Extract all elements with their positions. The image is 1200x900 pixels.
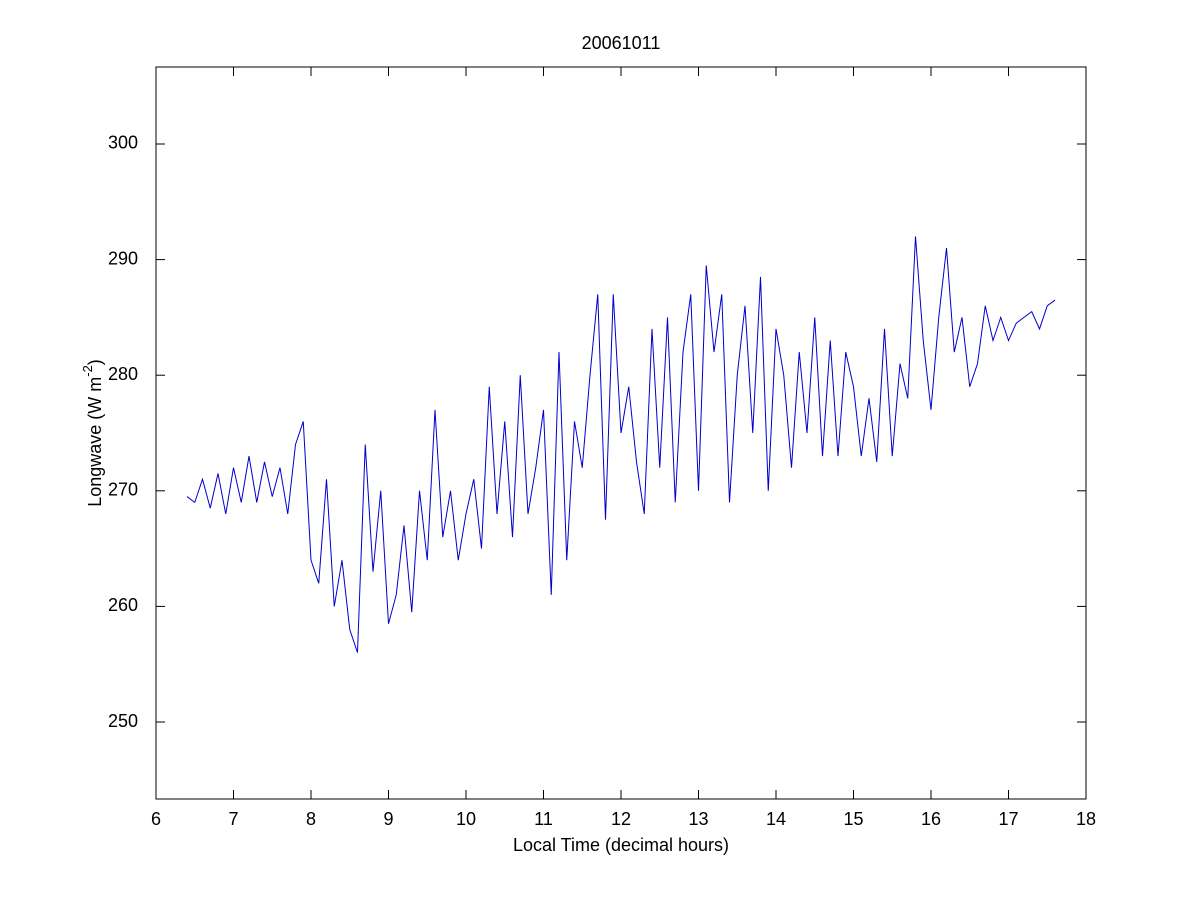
x-tick-label: 15 [843, 809, 863, 829]
x-tick-label: 9 [383, 809, 393, 829]
x-tick-label: 6 [151, 809, 161, 829]
y-axis-label-text: Longwave (W m [85, 377, 105, 507]
x-axis-label: Local Time (decimal hours) [513, 835, 729, 855]
y-axis-label: Longwave (W m-2) [80, 359, 104, 507]
x-tick-label: 13 [688, 809, 708, 829]
chart-title: 20061011 [582, 33, 661, 53]
y-tick-label: 250 [108, 711, 138, 731]
x-tick-label: 17 [998, 809, 1018, 829]
x-tick-label: 11 [534, 809, 553, 829]
x-tick-label: 14 [766, 809, 786, 829]
y-tick-label: 280 [108, 364, 138, 384]
y-tick-label: 260 [108, 595, 138, 615]
x-tick-label: 8 [306, 809, 316, 829]
y-axis-label-sup: -2 [80, 365, 95, 377]
y-tick-label: 290 [108, 248, 138, 268]
x-tick-label: 18 [1076, 809, 1096, 829]
x-tick-label: 10 [456, 809, 476, 829]
x-tick-label: 12 [611, 809, 631, 829]
data-line [186, 236, 1056, 653]
y-tick-label: 300 [108, 133, 138, 153]
x-tick-label: 16 [921, 809, 941, 829]
y-axis-label-suffix: ) [85, 359, 105, 365]
y-tick-label: 270 [108, 480, 138, 500]
x-tick-label: 7 [228, 809, 238, 829]
